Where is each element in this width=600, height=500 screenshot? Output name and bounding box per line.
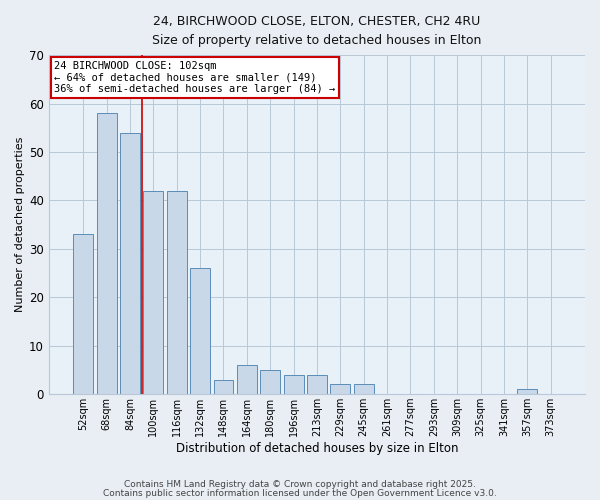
Title: 24, BIRCHWOOD CLOSE, ELTON, CHESTER, CH2 4RU
Size of property relative to detach: 24, BIRCHWOOD CLOSE, ELTON, CHESTER, CH2… (152, 15, 482, 47)
Text: Contains HM Land Registry data © Crown copyright and database right 2025.: Contains HM Land Registry data © Crown c… (124, 480, 476, 489)
Bar (331, 384, 350, 394)
Text: 24 BIRCHWOOD CLOSE: 102sqm
← 64% of detached houses are smaller (149)
36% of sem: 24 BIRCHWOOD CLOSE: 102sqm ← 64% of deta… (55, 60, 336, 94)
Bar (167, 190, 187, 394)
Bar (214, 380, 233, 394)
Bar (97, 113, 116, 394)
Y-axis label: Number of detached properties: Number of detached properties (15, 137, 25, 312)
Bar (190, 268, 210, 394)
Bar (354, 384, 374, 394)
Bar (120, 132, 140, 394)
Bar (284, 375, 304, 394)
Bar (307, 375, 327, 394)
Bar (260, 370, 280, 394)
Bar (517, 390, 537, 394)
Text: Contains public sector information licensed under the Open Government Licence v3: Contains public sector information licen… (103, 490, 497, 498)
Bar (237, 365, 257, 394)
X-axis label: Distribution of detached houses by size in Elton: Distribution of detached houses by size … (176, 442, 458, 455)
Bar (143, 190, 163, 394)
Bar (73, 234, 93, 394)
